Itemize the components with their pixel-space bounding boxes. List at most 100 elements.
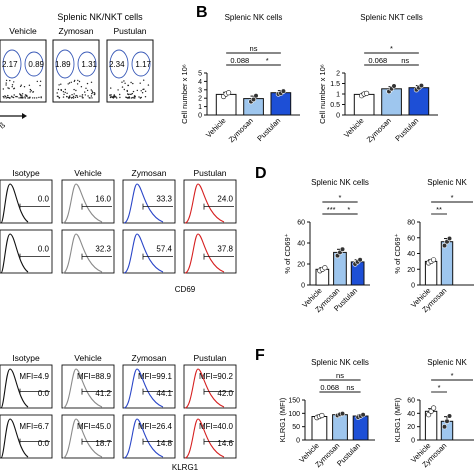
histogram-mfi: MFI=26.4 [138, 422, 173, 431]
y-tick-label: 60 [407, 398, 415, 405]
significance-label: ns [401, 56, 409, 65]
histogram-header: Vehicle [74, 353, 102, 363]
histogram-curve [0, 368, 29, 409]
flow-quadrant-left: 2.17 [2, 60, 18, 69]
histogram-frame [183, 364, 237, 409]
x-tick-label: Vehicle [342, 116, 365, 139]
flow-quadrant-left: 2.34 [109, 60, 125, 69]
histogram-mfi: MFI=45.0 [77, 422, 112, 431]
histogram-mfi: MFI=6.7 [19, 422, 49, 431]
x-tick-label: Zymosan [227, 116, 255, 144]
histogram-percent: 16.0 [95, 195, 111, 204]
histogram-mfi: MFI=40.0 [199, 422, 234, 431]
significance-label: ** [436, 205, 442, 214]
histogram-header: Zymosan [132, 168, 167, 178]
histogram-percent: 0.0 [38, 195, 50, 204]
significance-label: * [451, 193, 454, 202]
y-axis-label: Cell number x 10⁶ [180, 64, 189, 124]
significance-label: *** [327, 205, 336, 214]
histogram-percent: 44.1 [156, 389, 172, 398]
histogram-curve [123, 183, 164, 224]
y-axis-label: Cell number x 10⁶ [318, 64, 327, 124]
flow-dots [109, 79, 150, 99]
flow-gate-right [131, 51, 151, 77]
histogram-mfi: MFI=88.9 [77, 372, 112, 381]
flow-title: Splenic NK/NKT cells [57, 12, 143, 22]
histogram-curve [0, 418, 29, 459]
histogram-frame [122, 414, 176, 459]
histogram-curve [123, 233, 164, 274]
y-tick-label: 60 [407, 235, 415, 242]
significance-label: ns [336, 371, 344, 380]
data-point [444, 418, 450, 424]
histogram-frame [122, 364, 176, 409]
histogram-percent: 0.0 [38, 439, 50, 448]
data-point [391, 83, 397, 89]
histogram-percent: 37.8 [217, 245, 233, 254]
flow-col-label: Zymosan [59, 26, 94, 36]
histogram-curve [62, 368, 103, 409]
histogram-frame [0, 179, 53, 224]
histogram-frame [61, 364, 115, 409]
y-tick-label: 100 [288, 411, 300, 418]
x-tick-label: Pustulan [393, 116, 420, 143]
y-tick-label: 150 [288, 398, 300, 405]
significance-label: 0.068 [368, 56, 387, 65]
chart-title: Splenic NK [427, 178, 467, 187]
y-axis-label: % of CD69⁺ [393, 233, 402, 273]
y-tick-label: 20 [407, 424, 415, 431]
flow-dots [56, 79, 96, 99]
significance-label: * [347, 205, 350, 214]
bar [353, 93, 375, 116]
y-tick-label: 1 [336, 92, 340, 99]
histogram-header: Vehicle [74, 168, 102, 178]
data-point [446, 413, 453, 419]
flow-plot-frame [106, 39, 154, 103]
y-tick-label: 40 [407, 251, 415, 258]
histogram-mfi: MFI=90.2 [199, 372, 234, 381]
histogram-percent: 14.8 [156, 439, 172, 448]
histogram-frame [0, 414, 53, 459]
data-point [431, 405, 437, 411]
y-tick-label: 0 [411, 283, 415, 290]
flow-axis-arrowhead [22, 113, 27, 119]
histogram-mfi: MFI=99.1 [138, 372, 173, 381]
y-tick-label: 40 [407, 411, 415, 418]
data-point [431, 257, 437, 263]
histogram-percent: 57.4 [156, 245, 172, 254]
histogram-percent: 18.7 [95, 439, 111, 448]
bar [332, 414, 348, 441]
flow-gate-left [55, 49, 75, 79]
significance-label: ns [346, 383, 354, 392]
y-axis-label: KLRG1 (MFI) [278, 397, 287, 442]
data-point [226, 90, 232, 96]
histogram-frame [183, 179, 237, 224]
histogram-frame [0, 364, 53, 409]
histogram-frame [61, 179, 115, 224]
data-point [322, 265, 328, 271]
y-tick-label: 0 [336, 113, 340, 120]
y-tick-label: 0 [198, 113, 202, 120]
panel-label-d: D [255, 165, 267, 182]
y-tick-label: 60 [297, 220, 305, 227]
data-point [357, 257, 363, 263]
histogram-curve [62, 183, 103, 224]
flow-quadrant-right: 1.31 [81, 60, 97, 69]
significance-label: * [451, 371, 454, 380]
histogram-curve [0, 233, 29, 274]
bar [381, 88, 402, 116]
y-tick-label: 20 [297, 262, 305, 269]
histogram-frame [122, 179, 176, 224]
y-tick-label: 1 [198, 104, 202, 111]
histogram-frame [61, 229, 115, 274]
data-point [418, 82, 425, 89]
histogram-percent: 0.0 [38, 389, 50, 398]
y-tick-label: 1.5 [330, 81, 340, 88]
y-tick-label: 2 [198, 96, 202, 103]
histogram-curve [123, 418, 164, 459]
flow-plot-frame [0, 39, 47, 103]
y-tick-label: 5 [198, 71, 202, 78]
